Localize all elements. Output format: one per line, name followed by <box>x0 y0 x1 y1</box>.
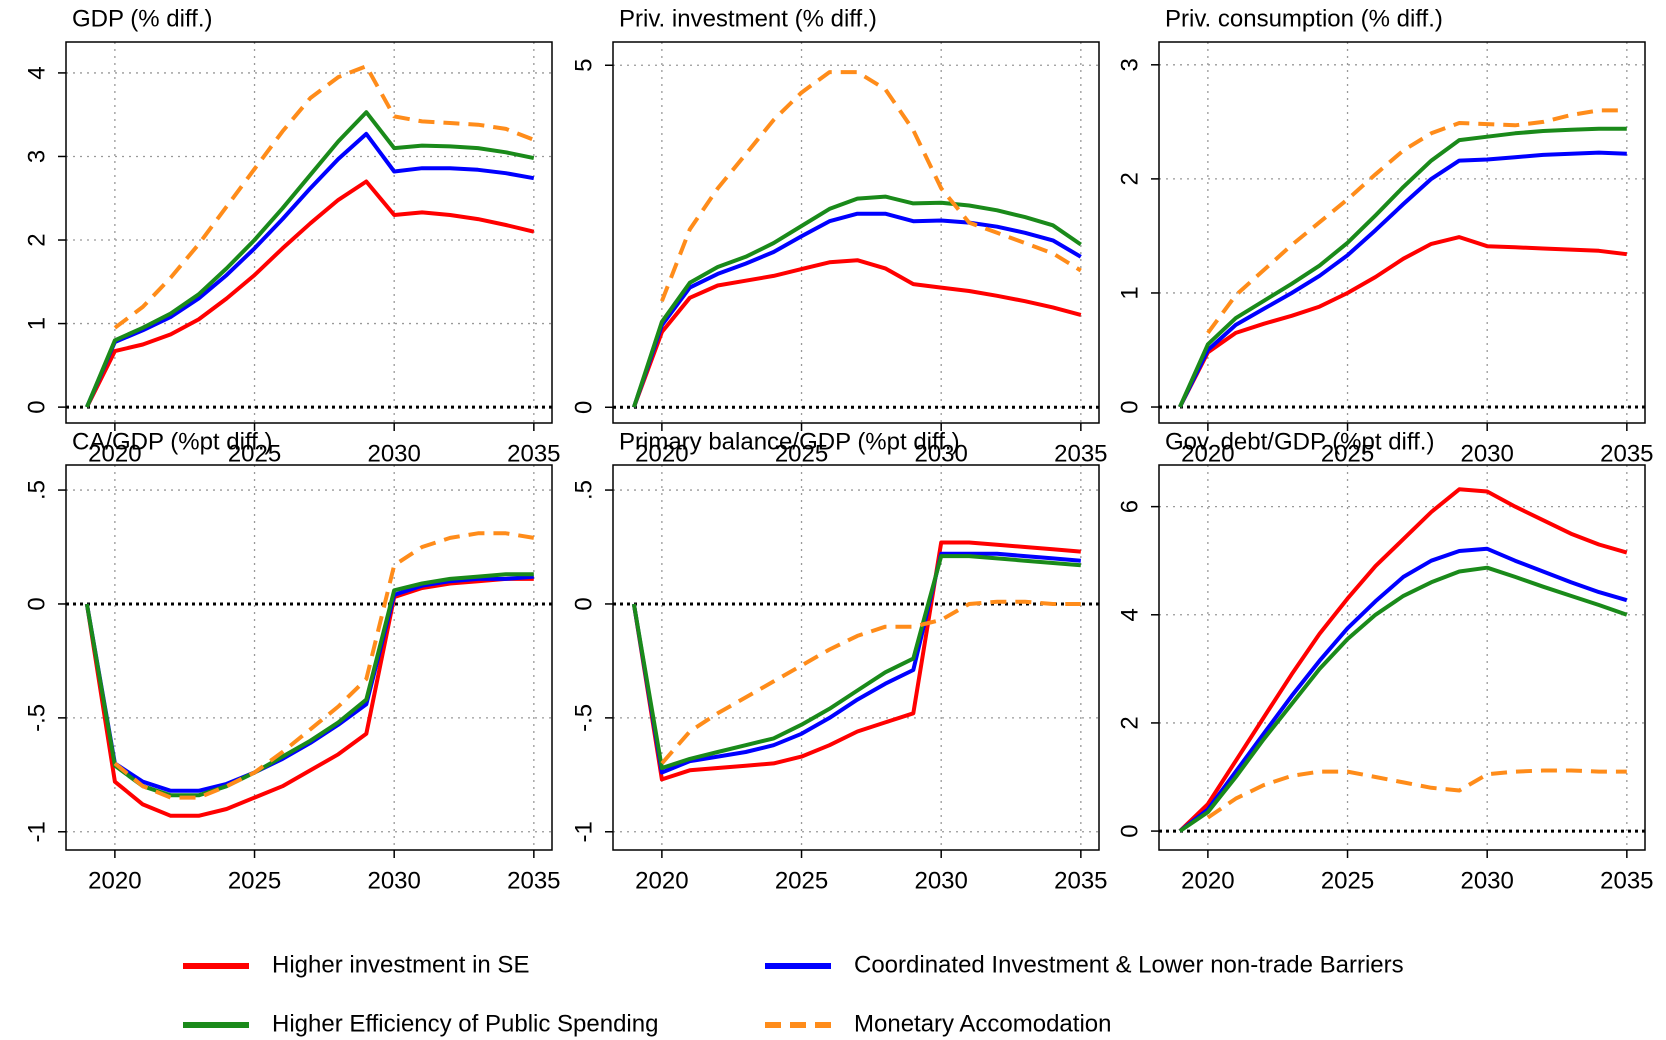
panel-title: Primary balance/GDP (%pt diff.) <box>619 428 960 455</box>
y-tick-label: 2 <box>1116 716 1143 729</box>
x-tick-label: 2025 <box>228 440 281 467</box>
series-line <box>113 64 535 330</box>
panel-title: CA/GDP (%pt diff.) <box>72 428 273 455</box>
y-tick-label: 6 <box>1116 500 1143 513</box>
series-line <box>113 531 535 800</box>
y-tick-label: 0 <box>23 597 50 610</box>
series-line <box>1178 487 1628 833</box>
x-tick-label: 2020 <box>1181 867 1234 894</box>
x-tick-label: 2025 <box>775 867 828 894</box>
x-tick-label: 2030 <box>367 867 420 894</box>
legend-label: Monetary Accomodation <box>854 1010 1111 1037</box>
legend-label: Coordinated Investment & Lower non-trade… <box>854 951 1404 978</box>
x-tick-label: 2025 <box>775 440 828 467</box>
y-tick-label: 0 <box>570 401 597 414</box>
x-tick-label: 2020 <box>1181 440 1234 467</box>
x-tick-label: 2025 <box>228 867 281 894</box>
y-tick-label: -.5 <box>23 704 50 732</box>
x-tick-label: 2030 <box>367 440 420 467</box>
legend-label: Higher investment in SE <box>272 951 529 978</box>
y-tick-label: -1 <box>570 821 597 842</box>
series-line <box>660 70 1082 302</box>
x-tick-label: 2025 <box>1321 440 1374 467</box>
y-tick-label: 0 <box>1116 824 1143 837</box>
legend-label: Higher Efficiency of Public Spending <box>272 1010 658 1037</box>
series-line <box>1206 768 1627 820</box>
y-tick-label: 0 <box>570 597 597 610</box>
y-tick-label: 2 <box>1116 172 1143 185</box>
y-tick-label: 3 <box>1116 58 1143 71</box>
series-line <box>84 576 534 818</box>
y-tick-label: .5 <box>570 480 597 500</box>
y-tick-label: 2 <box>23 233 50 246</box>
y-tick-label: 1 <box>1116 286 1143 299</box>
y-tick-label: 5 <box>570 59 597 72</box>
x-tick-label: 2035 <box>1600 440 1653 467</box>
y-tick-label: -.5 <box>570 704 597 732</box>
x-tick-label: 2020 <box>88 440 141 467</box>
panel-title: Gov. debt/GDP (%pt diff.) <box>1165 428 1434 455</box>
x-tick-label: 2030 <box>1460 440 1513 467</box>
x-tick-label: 2030 <box>914 440 967 467</box>
series-line <box>85 110 535 408</box>
x-tick-label: 2035 <box>1054 867 1107 894</box>
series-line <box>85 179 535 408</box>
series-line <box>632 211 1082 408</box>
x-tick-label: 2035 <box>507 440 560 467</box>
series-line <box>84 574 534 793</box>
x-tick-label: 2035 <box>1600 867 1653 894</box>
panel-title: GDP (% diff.) <box>72 5 212 32</box>
series-line <box>1178 235 1628 408</box>
panel-title: Priv. investment (% diff.) <box>619 5 877 32</box>
plot-frame <box>612 464 1100 851</box>
y-tick-label: -1 <box>23 821 50 842</box>
y-tick-label: 0 <box>1116 400 1143 413</box>
x-tick-label: 2030 <box>914 867 967 894</box>
plot-frame <box>65 41 553 424</box>
y-tick-label: 1 <box>23 317 50 330</box>
x-tick-label: 2035 <box>507 867 560 894</box>
series-line <box>85 131 535 408</box>
y-tick-label: 4 <box>23 66 50 79</box>
series-line <box>631 554 1081 770</box>
y-tick-label: 3 <box>23 150 50 163</box>
panel-title: Priv. consumption (% diff.) <box>1165 5 1443 32</box>
plot-frame <box>65 464 553 851</box>
x-tick-label: 2020 <box>88 867 141 894</box>
y-tick-label: 4 <box>1116 608 1143 621</box>
plot-frame <box>1158 41 1646 424</box>
y-tick-label: 0 <box>23 400 50 413</box>
series-line <box>1178 150 1627 408</box>
x-tick-label: 2020 <box>635 440 688 467</box>
x-tick-label: 2030 <box>1460 867 1513 894</box>
x-tick-label: 2025 <box>1321 867 1374 894</box>
series-line <box>631 540 1081 782</box>
series-line <box>631 551 1081 775</box>
series-line <box>1178 546 1628 833</box>
y-tick-label: .5 <box>23 480 50 500</box>
series-line <box>660 599 1081 765</box>
x-tick-label: 2020 <box>635 867 688 894</box>
series-line <box>1178 126 1627 408</box>
series-line <box>84 572 534 798</box>
series-line <box>1178 565 1628 833</box>
plot-frame <box>1158 464 1646 851</box>
series-line <box>631 194 1082 408</box>
x-tick-label: 2035 <box>1054 440 1107 467</box>
series-line <box>1206 108 1627 335</box>
series-line <box>632 258 1082 408</box>
plot-frame <box>612 41 1100 424</box>
